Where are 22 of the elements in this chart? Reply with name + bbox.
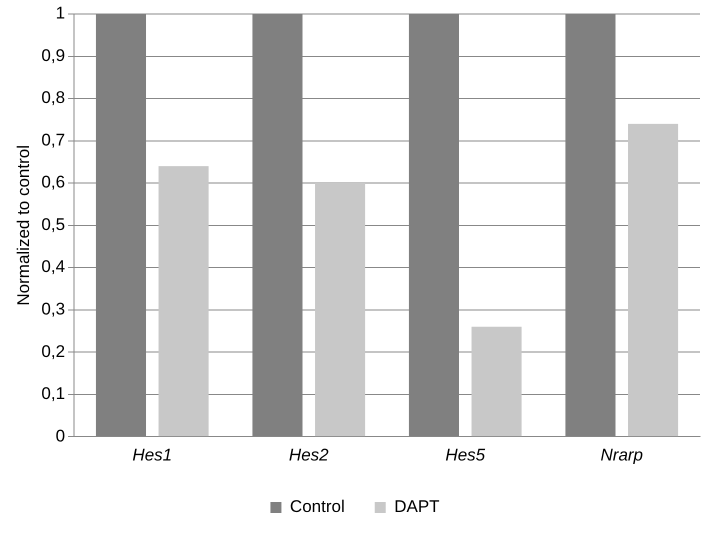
- x-tick-label: Hes5: [445, 446, 486, 465]
- legend-label: Control: [290, 497, 345, 516]
- y-tick-label: 0,4: [41, 257, 66, 276]
- y-tick-label: 0,6: [41, 172, 66, 192]
- bar: [315, 183, 366, 436]
- y-tick-label: 0,7: [41, 130, 66, 150]
- bar: [472, 326, 522, 436]
- bar: [628, 124, 678, 436]
- bar: [158, 166, 209, 436]
- y-tick-label: 0,8: [41, 88, 66, 108]
- x-tick-label: Nrarp: [600, 446, 644, 465]
- y-tick-label: 0: [56, 426, 66, 446]
- x-tick-label: Hes2: [288, 446, 330, 465]
- y-tick-label: 0,5: [41, 214, 66, 234]
- y-tick-label: 0,2: [41, 342, 66, 361]
- y-tick-label: 1: [56, 4, 66, 23]
- y-axis-title: Normalized to control: [14, 144, 33, 306]
- y-tick-label: 0,3: [41, 300, 66, 319]
- legend-label: DAPT: [394, 497, 440, 516]
- y-tick-label: 0,9: [41, 46, 66, 65]
- y-tick-label: 0,1: [41, 384, 66, 404]
- x-tick-label: Hes1: [132, 446, 172, 465]
